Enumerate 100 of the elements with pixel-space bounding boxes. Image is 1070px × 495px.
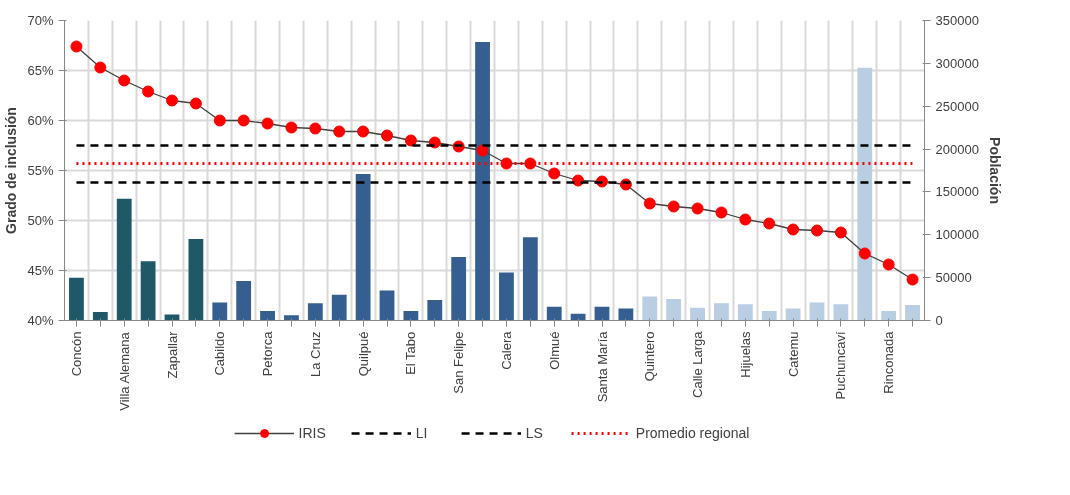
bar [785, 308, 801, 321]
point [285, 121, 298, 134]
bar [116, 198, 132, 321]
x-tick-label: Petorca [260, 330, 276, 377]
y2-tick-label: 300000 [935, 55, 979, 71]
y-tick-label: 65% [27, 63, 54, 78]
bar [140, 261, 156, 321]
point [739, 213, 752, 226]
x-tick-label: Calle Larga [690, 330, 706, 398]
point [357, 125, 370, 138]
point [476, 144, 489, 157]
legend-label: IRIS [298, 425, 326, 441]
point [811, 224, 823, 237]
bar [714, 303, 729, 321]
bar [307, 303, 323, 321]
point [118, 74, 131, 87]
bar [761, 311, 777, 321]
point [189, 97, 202, 110]
point [333, 125, 346, 138]
y2-tick-label: 350000 [935, 13, 979, 28]
x-tick-label: La Cruz [307, 331, 323, 378]
point [882, 258, 895, 271]
bar [833, 304, 849, 321]
x-tick-label: Zapallar [164, 330, 180, 379]
y-axis-title: Grado de inclusión [3, 107, 20, 234]
point [715, 206, 728, 219]
legend-label: Promedio regional [635, 425, 750, 441]
x-tick-label: Villa Alemana [116, 331, 132, 411]
bar [284, 315, 299, 321]
bar [92, 311, 108, 321]
bar [666, 299, 682, 321]
bar [475, 41, 490, 321]
bar [260, 311, 275, 321]
x-tick-label: Olmué [546, 331, 562, 370]
bar [355, 173, 371, 321]
y-tick-label: 50% [27, 213, 54, 228]
point [858, 247, 871, 260]
point [237, 114, 250, 127]
y2-tick-label: 0 [935, 313, 943, 328]
legend-label: LI [415, 425, 429, 441]
y2-tick-label: 150000 [935, 184, 979, 200]
x-tick-label: Quintero [642, 331, 658, 382]
bar [236, 281, 252, 321]
x-tick-label: San Felipe [451, 331, 467, 394]
y2-axis-title: Población [986, 137, 1003, 204]
y2-tick-label: 50000 [935, 270, 972, 286]
x-tick-label: Concón [68, 331, 84, 377]
point [309, 122, 322, 135]
bar [618, 308, 634, 321]
point [524, 157, 537, 170]
point [261, 117, 274, 130]
point [834, 226, 847, 239]
y2-tick-label: 100000 [935, 227, 979, 243]
x-tick-label: Hijuelas [737, 331, 753, 378]
bar [499, 272, 514, 321]
bar [212, 302, 228, 321]
y-tick-label: 60% [27, 113, 54, 128]
point [166, 94, 178, 107]
x-tick-label: Santa María [594, 330, 610, 403]
point [404, 134, 417, 147]
x-tick-label: Rinconada [881, 330, 897, 394]
x-tick-label: Quilpué [355, 331, 371, 377]
bar [881, 311, 897, 321]
bar [642, 296, 658, 321]
point [667, 200, 680, 213]
y2-tick-label: 250000 [935, 98, 979, 114]
bar [427, 299, 443, 321]
legend-label: LS [525, 425, 544, 441]
bar [522, 237, 538, 321]
y-tick-label: 70% [27, 13, 54, 28]
bar [331, 294, 347, 321]
bar [69, 277, 84, 321]
y-tick-label: 55% [27, 163, 54, 178]
point [906, 273, 919, 286]
x-tick-label: Puchuncaví [833, 331, 849, 400]
bar [403, 311, 419, 321]
y-tick-label: 40% [27, 313, 54, 328]
bar [857, 67, 873, 321]
x-tick-label: Cabildo [212, 331, 228, 376]
point [643, 197, 656, 210]
bar [546, 306, 562, 321]
point [142, 85, 155, 98]
point [70, 40, 83, 53]
point [213, 114, 226, 127]
point [94, 61, 107, 74]
bar [690, 307, 705, 321]
x-tick-label: Catemu [785, 331, 801, 378]
bar [737, 304, 753, 321]
x-tick-label: El Tabo [403, 331, 419, 375]
x-tick-label: Calera [498, 330, 514, 370]
point [787, 223, 800, 236]
point [548, 167, 561, 180]
bar [905, 305, 920, 321]
point [500, 157, 513, 170]
point [691, 202, 704, 215]
point [763, 217, 776, 230]
y2-tick-label: 200000 [935, 141, 979, 157]
bar [379, 290, 395, 321]
bar [188, 239, 204, 321]
bar [451, 257, 467, 321]
